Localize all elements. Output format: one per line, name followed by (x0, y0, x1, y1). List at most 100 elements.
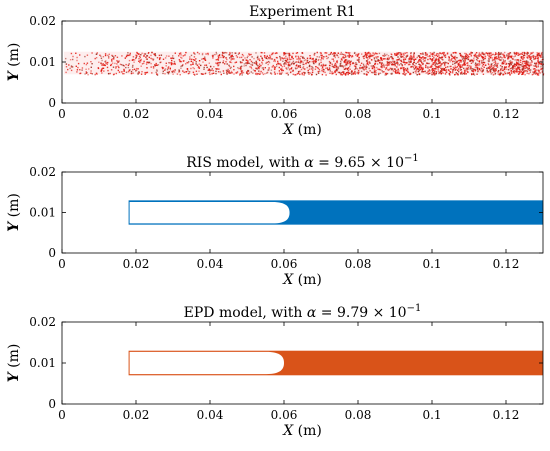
particle-point (136, 67, 138, 70)
particle-point (115, 67, 117, 69)
particle-point (394, 53, 396, 55)
particle-point (427, 72, 430, 75)
particle-point (300, 55, 302, 58)
particle-point (367, 64, 370, 66)
particle-point (436, 66, 438, 68)
particle-point (101, 68, 103, 70)
particle-point (483, 53, 485, 56)
particle-point (331, 73, 333, 75)
particle-point (151, 58, 153, 60)
particle-point (279, 72, 281, 74)
particle-point (314, 52, 316, 55)
particle-point (476, 56, 478, 58)
particle-point (470, 62, 473, 64)
particle-point (335, 73, 337, 76)
particle-point (433, 62, 435, 64)
particle-point (355, 67, 357, 69)
particle-point (468, 56, 470, 58)
particle-point (172, 73, 174, 75)
particle-point (538, 70, 540, 73)
particle-point (475, 58, 478, 61)
particle-point (486, 52, 489, 55)
particle-point (534, 58, 536, 60)
particle-point (340, 65, 342, 68)
particle-point (309, 57, 312, 59)
particle-point (537, 63, 540, 65)
particle-point (334, 56, 336, 59)
particle-point (105, 60, 107, 62)
particle-point (373, 57, 375, 59)
particle-point (474, 53, 477, 55)
particle-point (135, 54, 137, 56)
particle-point (348, 56, 350, 58)
particle-point (283, 63, 285, 65)
particle-point (438, 54, 440, 57)
particle-point (345, 63, 347, 65)
particle-point (381, 62, 383, 64)
particle-point (485, 52, 487, 54)
particle-point (530, 64, 533, 66)
particle-point (470, 59, 473, 61)
particle-point (113, 58, 115, 60)
particle-point (349, 63, 352, 66)
particle-point (279, 55, 281, 58)
particle-point (76, 71, 78, 73)
particle-point (202, 61, 204, 63)
particle-point (187, 62, 189, 64)
particle-point (330, 53, 332, 55)
particle-point (174, 63, 176, 65)
particle-point (519, 61, 522, 63)
particle-point (114, 62, 116, 65)
particle-point (423, 60, 425, 62)
particle-point (399, 54, 401, 56)
particle-point (492, 67, 494, 70)
particle-point (262, 67, 264, 69)
particle-point (402, 55, 404, 58)
particle-point (304, 68, 306, 71)
particle-point (425, 66, 427, 69)
particle-point (356, 59, 359, 61)
particle-point (396, 59, 398, 61)
particle-point (395, 70, 397, 72)
particle-point (381, 66, 383, 69)
particle-point (271, 58, 273, 60)
particle-point (130, 72, 133, 75)
particle-point (256, 57, 259, 59)
particle-point (528, 65, 531, 67)
particle-point (435, 54, 438, 56)
particle-point (211, 68, 213, 70)
particle-point (230, 59, 232, 61)
particle-point (276, 72, 279, 75)
particle-point (387, 62, 389, 64)
particle-point (320, 65, 322, 67)
particle-point (197, 65, 200, 68)
particle-point (466, 62, 468, 65)
particle-point (442, 53, 445, 56)
particle-point (391, 73, 393, 75)
particle-point (497, 70, 500, 72)
particle-point (488, 52, 490, 55)
particle-point (526, 64, 529, 67)
particle-point (511, 58, 514, 60)
particle-point (172, 55, 174, 57)
particle-point (377, 56, 379, 58)
particle-point (178, 55, 180, 57)
particle-point (410, 59, 412, 61)
particle-point (472, 60, 474, 63)
particle-point (323, 64, 325, 66)
particle-point (373, 69, 376, 71)
particle-point (494, 54, 496, 56)
particle-point (182, 64, 184, 66)
particle-point (165, 55, 168, 57)
particle-point (464, 59, 466, 61)
particle-point (521, 65, 523, 68)
particle-point (358, 53, 360, 55)
particle-point (118, 60, 120, 62)
particle-point (267, 69, 269, 71)
particle-point (169, 68, 171, 71)
particle-point (513, 56, 515, 58)
particle-point (417, 67, 419, 70)
particle-point (434, 70, 436, 72)
particle-point (435, 62, 437, 64)
particle-point (402, 68, 404, 70)
